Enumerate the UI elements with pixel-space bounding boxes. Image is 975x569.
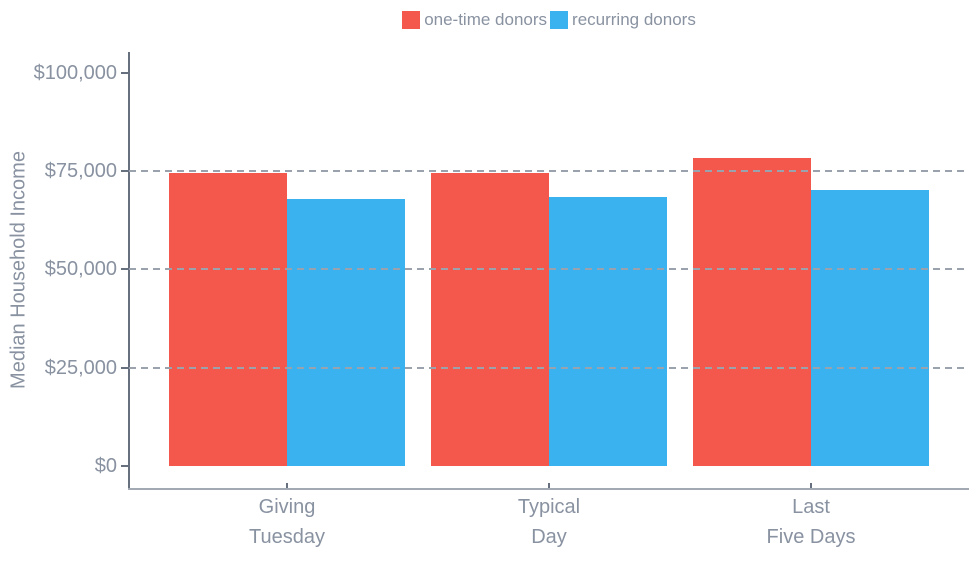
bar-recurring-donors-last-five-days [811, 189, 929, 466]
legend: one-time donors recurring donors [129, 10, 969, 30]
y-tick-75000 [121, 170, 128, 173]
x-category-label-line: Day [531, 526, 567, 548]
gridline-75000 [129, 170, 969, 173]
x-category-label-typical-day: Typical Day [518, 492, 580, 552]
y-tick-50000 [121, 268, 128, 271]
x-axis-line [128, 488, 969, 490]
x-category-label-line: Last [792, 496, 830, 518]
x-category-label-last-five-days: Last Five Days [767, 492, 856, 552]
y-tick-label: $75,000 [44, 160, 117, 183]
y-tick-25000 [121, 366, 128, 369]
y-tick-label: $0 [94, 455, 117, 477]
bar-one-time-donors-last-five-days [693, 157, 811, 466]
y-tick-0 [121, 465, 128, 467]
x-category-label-line: Giving [258, 496, 316, 518]
legend-label: one-time donors [424, 10, 548, 29]
legend-label: recurring donors [572, 10, 696, 29]
y-tick-100000 [121, 71, 128, 74]
bar-one-time-donors-giving-tuesday [169, 173, 287, 466]
legend-item-one-time-donors: one-time donors [402, 10, 547, 30]
y-tick-label: $50,000 [44, 258, 117, 281]
gridline-50000 [129, 268, 969, 271]
x-category-label-line: Typical [517, 496, 581, 518]
y-axis-line [128, 52, 130, 490]
x-category-label-line: Five Days [766, 526, 856, 548]
x-tick-typical-day [548, 483, 550, 488]
x-tick-giving-tuesday [286, 483, 288, 488]
bar-recurring-donors-giving-tuesday [287, 199, 405, 466]
legend-swatch-blue-icon [550, 11, 569, 29]
x-tick-last-five-days [810, 483, 812, 488]
bar-one-time-donors-typical-day [431, 173, 549, 466]
y-tick-label: $25,000 [44, 356, 117, 379]
y-tick-label: $100,000 [33, 61, 117, 84]
x-category-label-line: Tuesday [249, 526, 325, 548]
bar-recurring-donors-typical-day [549, 196, 667, 466]
legend-item-recurring-donors: recurring donors [550, 10, 696, 30]
gridline-25000 [129, 366, 969, 369]
x-category-label-giving-tuesday: Giving Tuesday [249, 492, 325, 552]
legend-swatch-red-icon [402, 11, 421, 29]
